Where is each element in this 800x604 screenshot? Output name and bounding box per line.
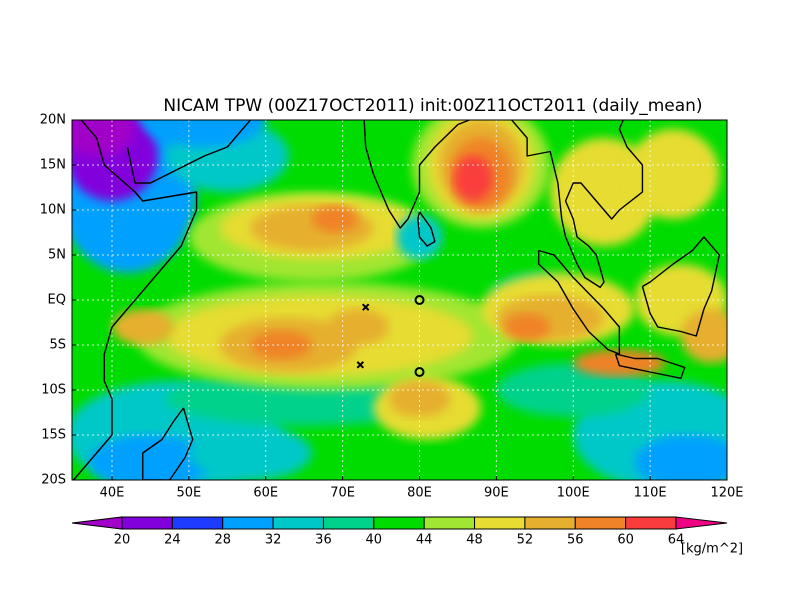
colorbar-label: 64: [668, 533, 685, 548]
coastline: [641, 236, 721, 337]
colorbar-label: 48: [466, 533, 483, 548]
colorbar-under: [71, 516, 123, 530]
colorbar-label: 44: [416, 533, 433, 548]
cross-marker: [361, 303, 370, 311]
colorbar-label: 52: [517, 533, 534, 548]
tpw-region: [72, 120, 136, 156]
colorbar-label: 40: [366, 533, 383, 548]
tpw-region: [627, 129, 720, 219]
colorbar-box: [625, 516, 677, 530]
colorbar-box: [423, 516, 476, 530]
coastline: [126, 120, 251, 184]
tpw-region: [250, 205, 374, 251]
colorbar-box: [171, 516, 224, 530]
tpw-region: [680, 309, 727, 363]
colorbar-over: [675, 516, 728, 530]
lon-label: 50E: [176, 486, 201, 501]
lat-label: 5N: [48, 248, 66, 263]
colorbar-box: [474, 516, 526, 530]
tpw-region: [504, 313, 551, 341]
tpw-region: [188, 426, 312, 480]
overlay: [72, 120, 727, 480]
tpw-region: [388, 381, 451, 417]
lat-label: 15S: [41, 428, 66, 443]
colorbar-label: 56: [567, 533, 584, 548]
lon-label: 120E: [710, 486, 743, 501]
colorbar-label: 36: [315, 533, 332, 548]
lon-label: 110E: [634, 486, 667, 501]
tpw-region: [88, 435, 212, 480]
colorbar-label: 24: [164, 533, 181, 548]
lat-label: 15N: [40, 158, 66, 173]
colorbar-box: [222, 516, 274, 530]
lat-label: 10S: [41, 383, 66, 398]
tpw-region: [454, 156, 493, 201]
lon-label: 40E: [100, 486, 125, 501]
lat-label: 10N: [40, 203, 66, 218]
tpw-region: [634, 435, 727, 480]
tpw-region: [112, 309, 174, 345]
lat-label: EQ: [48, 293, 66, 308]
cross-marker: [356, 361, 365, 369]
tpw-region: [250, 330, 312, 360]
lon-label: 100E: [557, 486, 590, 501]
colorbar-label: 32: [265, 533, 282, 548]
lon-label: 60E: [253, 486, 278, 501]
axes: 20N 15N 10N 5N EQ 5S 10S 15S 20S 40E 50E 60E 70E 80E 9…: [40, 113, 744, 501]
tpw-region: [327, 309, 389, 345]
colorbar-box: [373, 516, 425, 530]
coastline: [537, 249, 621, 355]
lat-label: 20S: [41, 473, 66, 488]
map-title: NICAM TPW (00Z17OCT2011) init:00Z11OCT20…: [163, 96, 702, 116]
colorbar-label: 28: [214, 533, 231, 548]
circle-marker: [414, 295, 425, 305]
colorbar-box: [322, 516, 375, 530]
tpw-region: [142, 120, 266, 147]
colorbar: 20 24 28 32 36 40 44 48 52 56 60 64: [71, 516, 728, 548]
colorbar-unit: [kg/m^2]: [681, 542, 743, 557]
tpw-region: [311, 205, 358, 233]
colorbar-label: 60: [617, 533, 634, 548]
coastline: [142, 407, 194, 480]
lat-label: 20N: [40, 113, 66, 128]
circle-marker: [414, 367, 425, 377]
lon-label: 70E: [330, 486, 355, 501]
coastline: [363, 120, 470, 229]
lon-label: 80E: [407, 486, 432, 501]
colorbar-box: [121, 516, 173, 530]
colorbar-box: [524, 516, 576, 530]
colorbar-box: [574, 516, 627, 530]
colorbar-label: 20: [114, 533, 131, 548]
coastline: [417, 211, 436, 247]
coastline: [73, 120, 198, 480]
colorbar-box: [272, 516, 324, 530]
coastline: [511, 120, 644, 289]
lat-label: 5S: [49, 338, 66, 353]
lon-label: 90E: [484, 486, 509, 501]
coastline: [614, 353, 686, 379]
tpw-field: [72, 120, 727, 480]
